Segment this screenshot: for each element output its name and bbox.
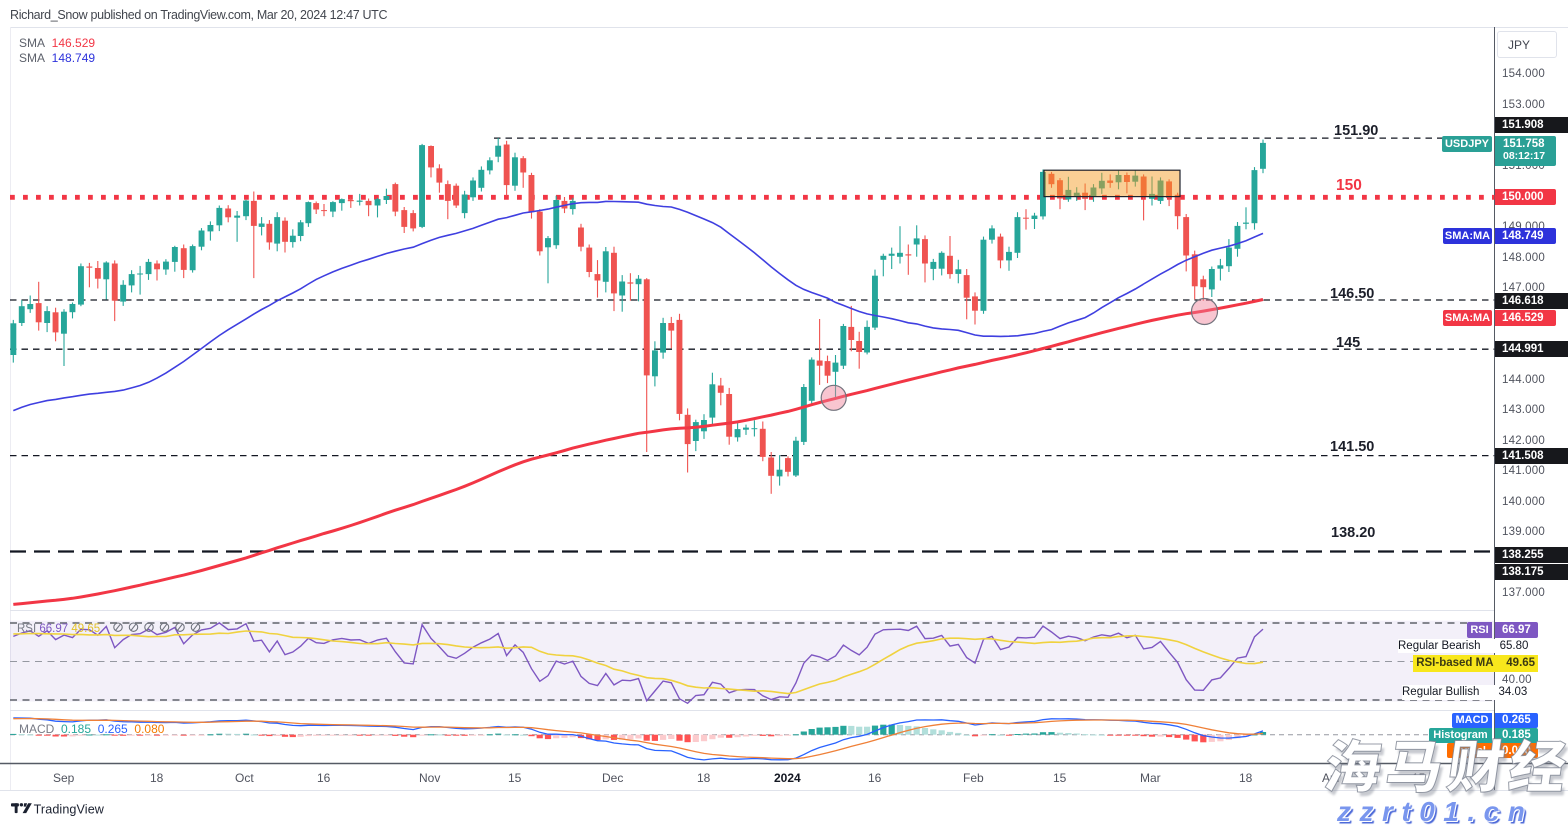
svg-text:TradingView: TradingView	[34, 802, 105, 816]
